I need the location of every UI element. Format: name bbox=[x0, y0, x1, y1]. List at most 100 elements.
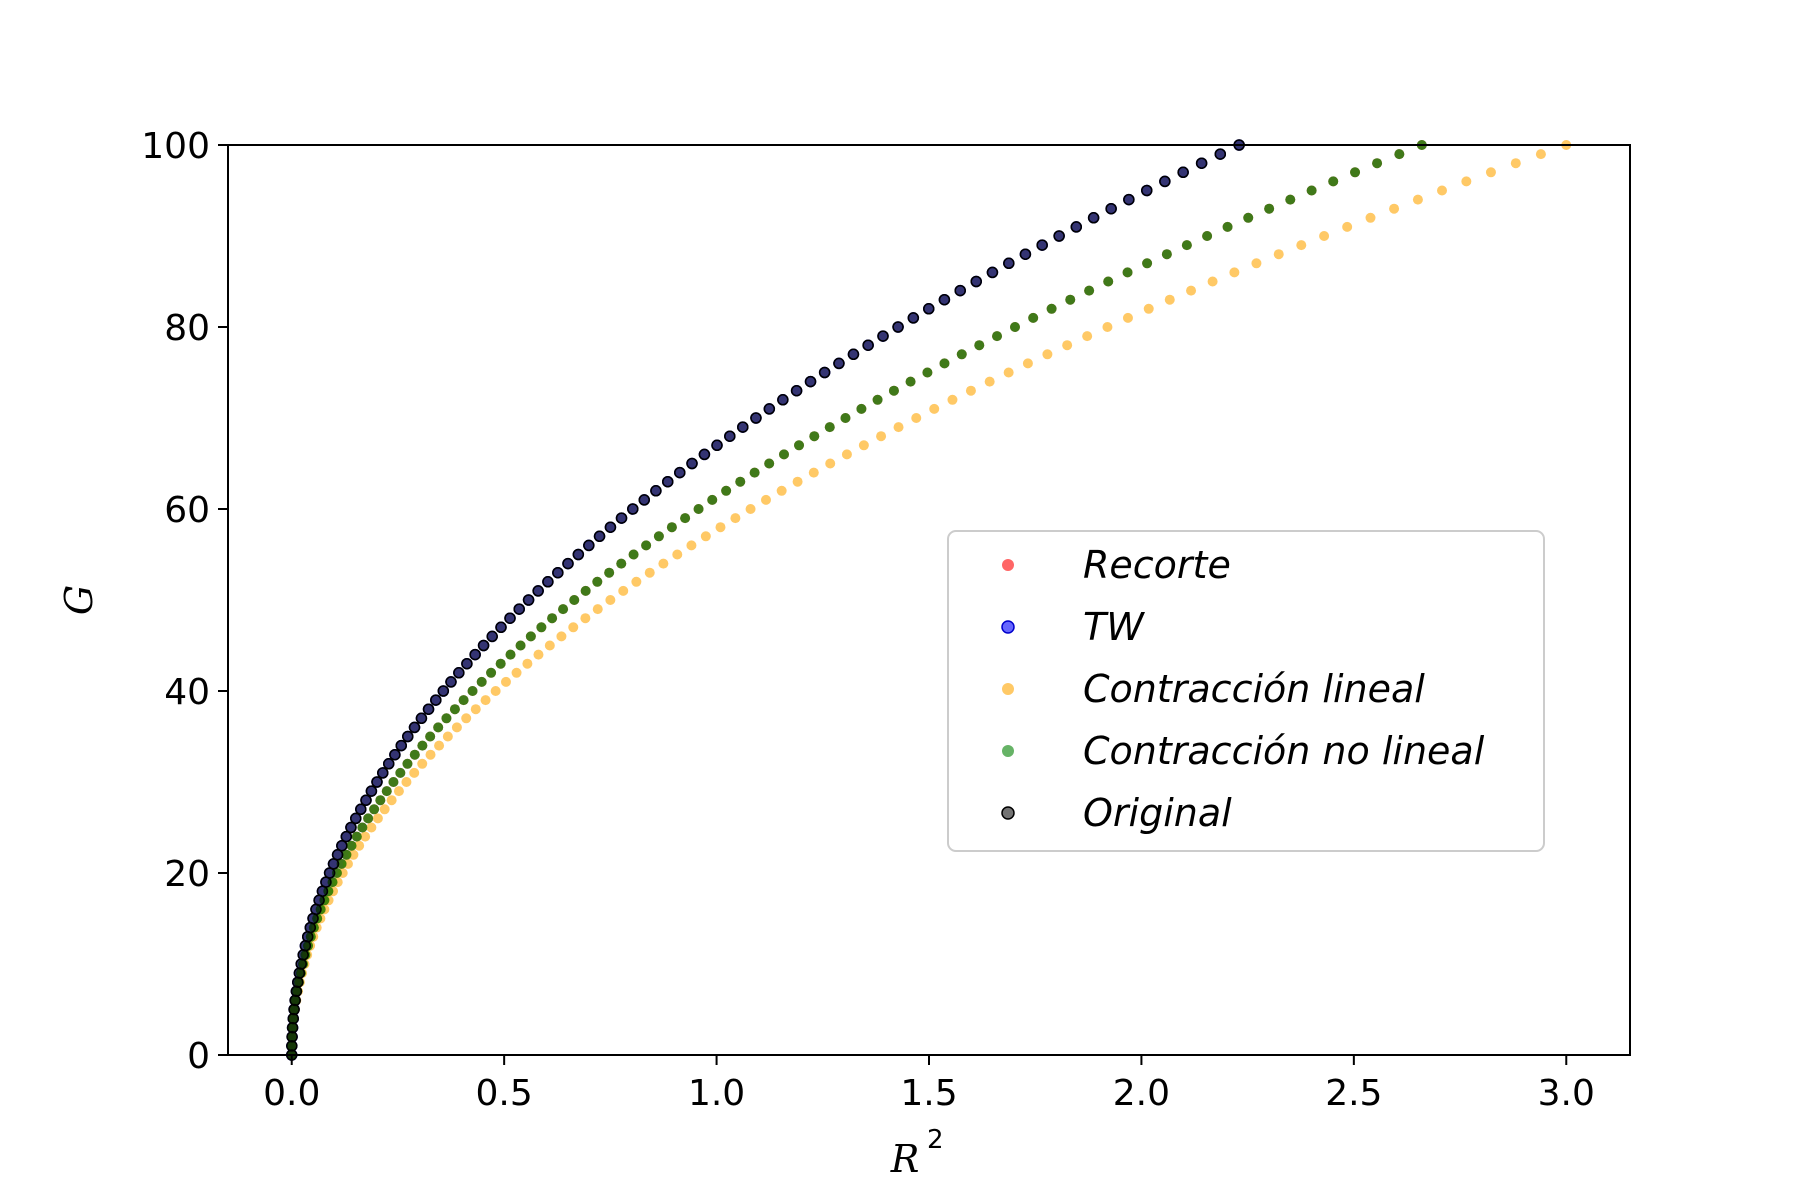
data-point bbox=[929, 403, 940, 414]
data-point bbox=[1365, 212, 1376, 223]
data-point bbox=[794, 440, 805, 451]
legend-label: Original bbox=[1083, 791, 1232, 835]
data-point bbox=[1122, 312, 1133, 323]
data-point bbox=[638, 494, 651, 506]
data-point bbox=[1087, 212, 1100, 224]
data-point bbox=[467, 686, 478, 696]
legend-marker bbox=[1002, 683, 1014, 695]
x-axis-label: R 2 bbox=[890, 1125, 944, 1181]
legend-marker bbox=[1002, 745, 1014, 757]
data-point bbox=[674, 466, 686, 479]
x-tick-label: 3.0 bbox=[1538, 1073, 1595, 1114]
data-point bbox=[331, 849, 344, 861]
data-point bbox=[355, 803, 367, 816]
data-point bbox=[938, 293, 951, 306]
data-point bbox=[644, 567, 655, 578]
data-point bbox=[1177, 166, 1189, 179]
data-point bbox=[402, 758, 413, 769]
data-point bbox=[1296, 240, 1307, 251]
data-point bbox=[922, 367, 933, 378]
y-tick-label: 20 bbox=[164, 854, 210, 895]
data-point bbox=[525, 631, 536, 642]
data-point bbox=[469, 648, 481, 661]
data-point bbox=[1161, 249, 1172, 260]
data-point bbox=[522, 658, 533, 669]
data-point bbox=[495, 621, 507, 634]
data-point bbox=[1328, 176, 1339, 187]
data-point bbox=[442, 731, 453, 742]
data-point bbox=[592, 576, 603, 587]
data-point bbox=[292, 976, 304, 988]
data-point bbox=[776, 485, 787, 496]
data-point bbox=[686, 457, 698, 470]
data-point bbox=[790, 384, 803, 397]
data-point bbox=[379, 804, 390, 815]
data-point bbox=[641, 540, 652, 551]
data-point bbox=[369, 804, 380, 815]
data-point bbox=[1535, 149, 1546, 160]
data-point bbox=[616, 558, 627, 569]
data-point bbox=[386, 795, 397, 806]
data-point bbox=[445, 676, 457, 688]
data-point bbox=[735, 476, 746, 487]
y-tick-label: 0 bbox=[187, 1036, 210, 1077]
data-point bbox=[658, 558, 669, 569]
data-point bbox=[360, 831, 371, 842]
data-point bbox=[905, 376, 916, 387]
data-point bbox=[402, 730, 414, 743]
data-point bbox=[947, 394, 958, 405]
data-point bbox=[486, 630, 498, 643]
x-axis: 0.0 0.5 1.0 1.5 2.0 2.5 3.0 bbox=[263, 1055, 1595, 1114]
data-point bbox=[408, 721, 421, 734]
data-point bbox=[542, 576, 554, 588]
legend-marker bbox=[1001, 620, 1015, 634]
data-point bbox=[970, 275, 982, 288]
data-point bbox=[1141, 184, 1153, 197]
x-tick-label: 2.5 bbox=[1325, 1073, 1382, 1114]
data-point bbox=[1229, 267, 1240, 278]
data-point bbox=[340, 830, 353, 843]
data-point bbox=[409, 767, 420, 778]
data-point bbox=[449, 704, 460, 715]
data-point bbox=[372, 813, 383, 824]
data-point bbox=[992, 331, 1003, 342]
data-point bbox=[939, 358, 950, 369]
data-point bbox=[745, 504, 756, 514]
data-point bbox=[536, 622, 547, 633]
data-point bbox=[562, 557, 574, 570]
y-axis-label: G bbox=[57, 585, 101, 615]
data-point bbox=[1062, 340, 1073, 351]
data-point bbox=[777, 394, 789, 406]
data-point bbox=[778, 449, 789, 460]
data-point bbox=[547, 613, 558, 624]
data-point bbox=[711, 439, 723, 452]
data-point bbox=[388, 777, 399, 787]
data-point bbox=[346, 840, 357, 851]
data-point bbox=[297, 949, 309, 961]
data-point bbox=[1350, 167, 1361, 178]
data-point bbox=[453, 667, 465, 679]
data-point bbox=[715, 522, 726, 533]
data-point bbox=[1003, 367, 1014, 378]
data-point bbox=[1105, 202, 1117, 215]
data-point bbox=[907, 312, 920, 324]
data-point bbox=[490, 686, 501, 696]
data-point bbox=[505, 649, 516, 660]
data-point bbox=[1042, 349, 1053, 360]
data-point bbox=[858, 440, 869, 451]
data-point bbox=[377, 767, 389, 779]
data-point bbox=[653, 531, 664, 542]
data-point bbox=[1082, 331, 1093, 342]
data-point bbox=[290, 985, 303, 998]
series-4 bbox=[285, 139, 1245, 1061]
data-point bbox=[437, 685, 450, 697]
data-point bbox=[1342, 221, 1353, 232]
data-point bbox=[393, 786, 404, 797]
data-point bbox=[470, 704, 481, 715]
data-point bbox=[401, 777, 412, 787]
data-point bbox=[825, 458, 836, 469]
data-point bbox=[721, 485, 732, 496]
data-point bbox=[1485, 167, 1496, 178]
data-point bbox=[974, 340, 985, 351]
data-point bbox=[441, 713, 452, 724]
